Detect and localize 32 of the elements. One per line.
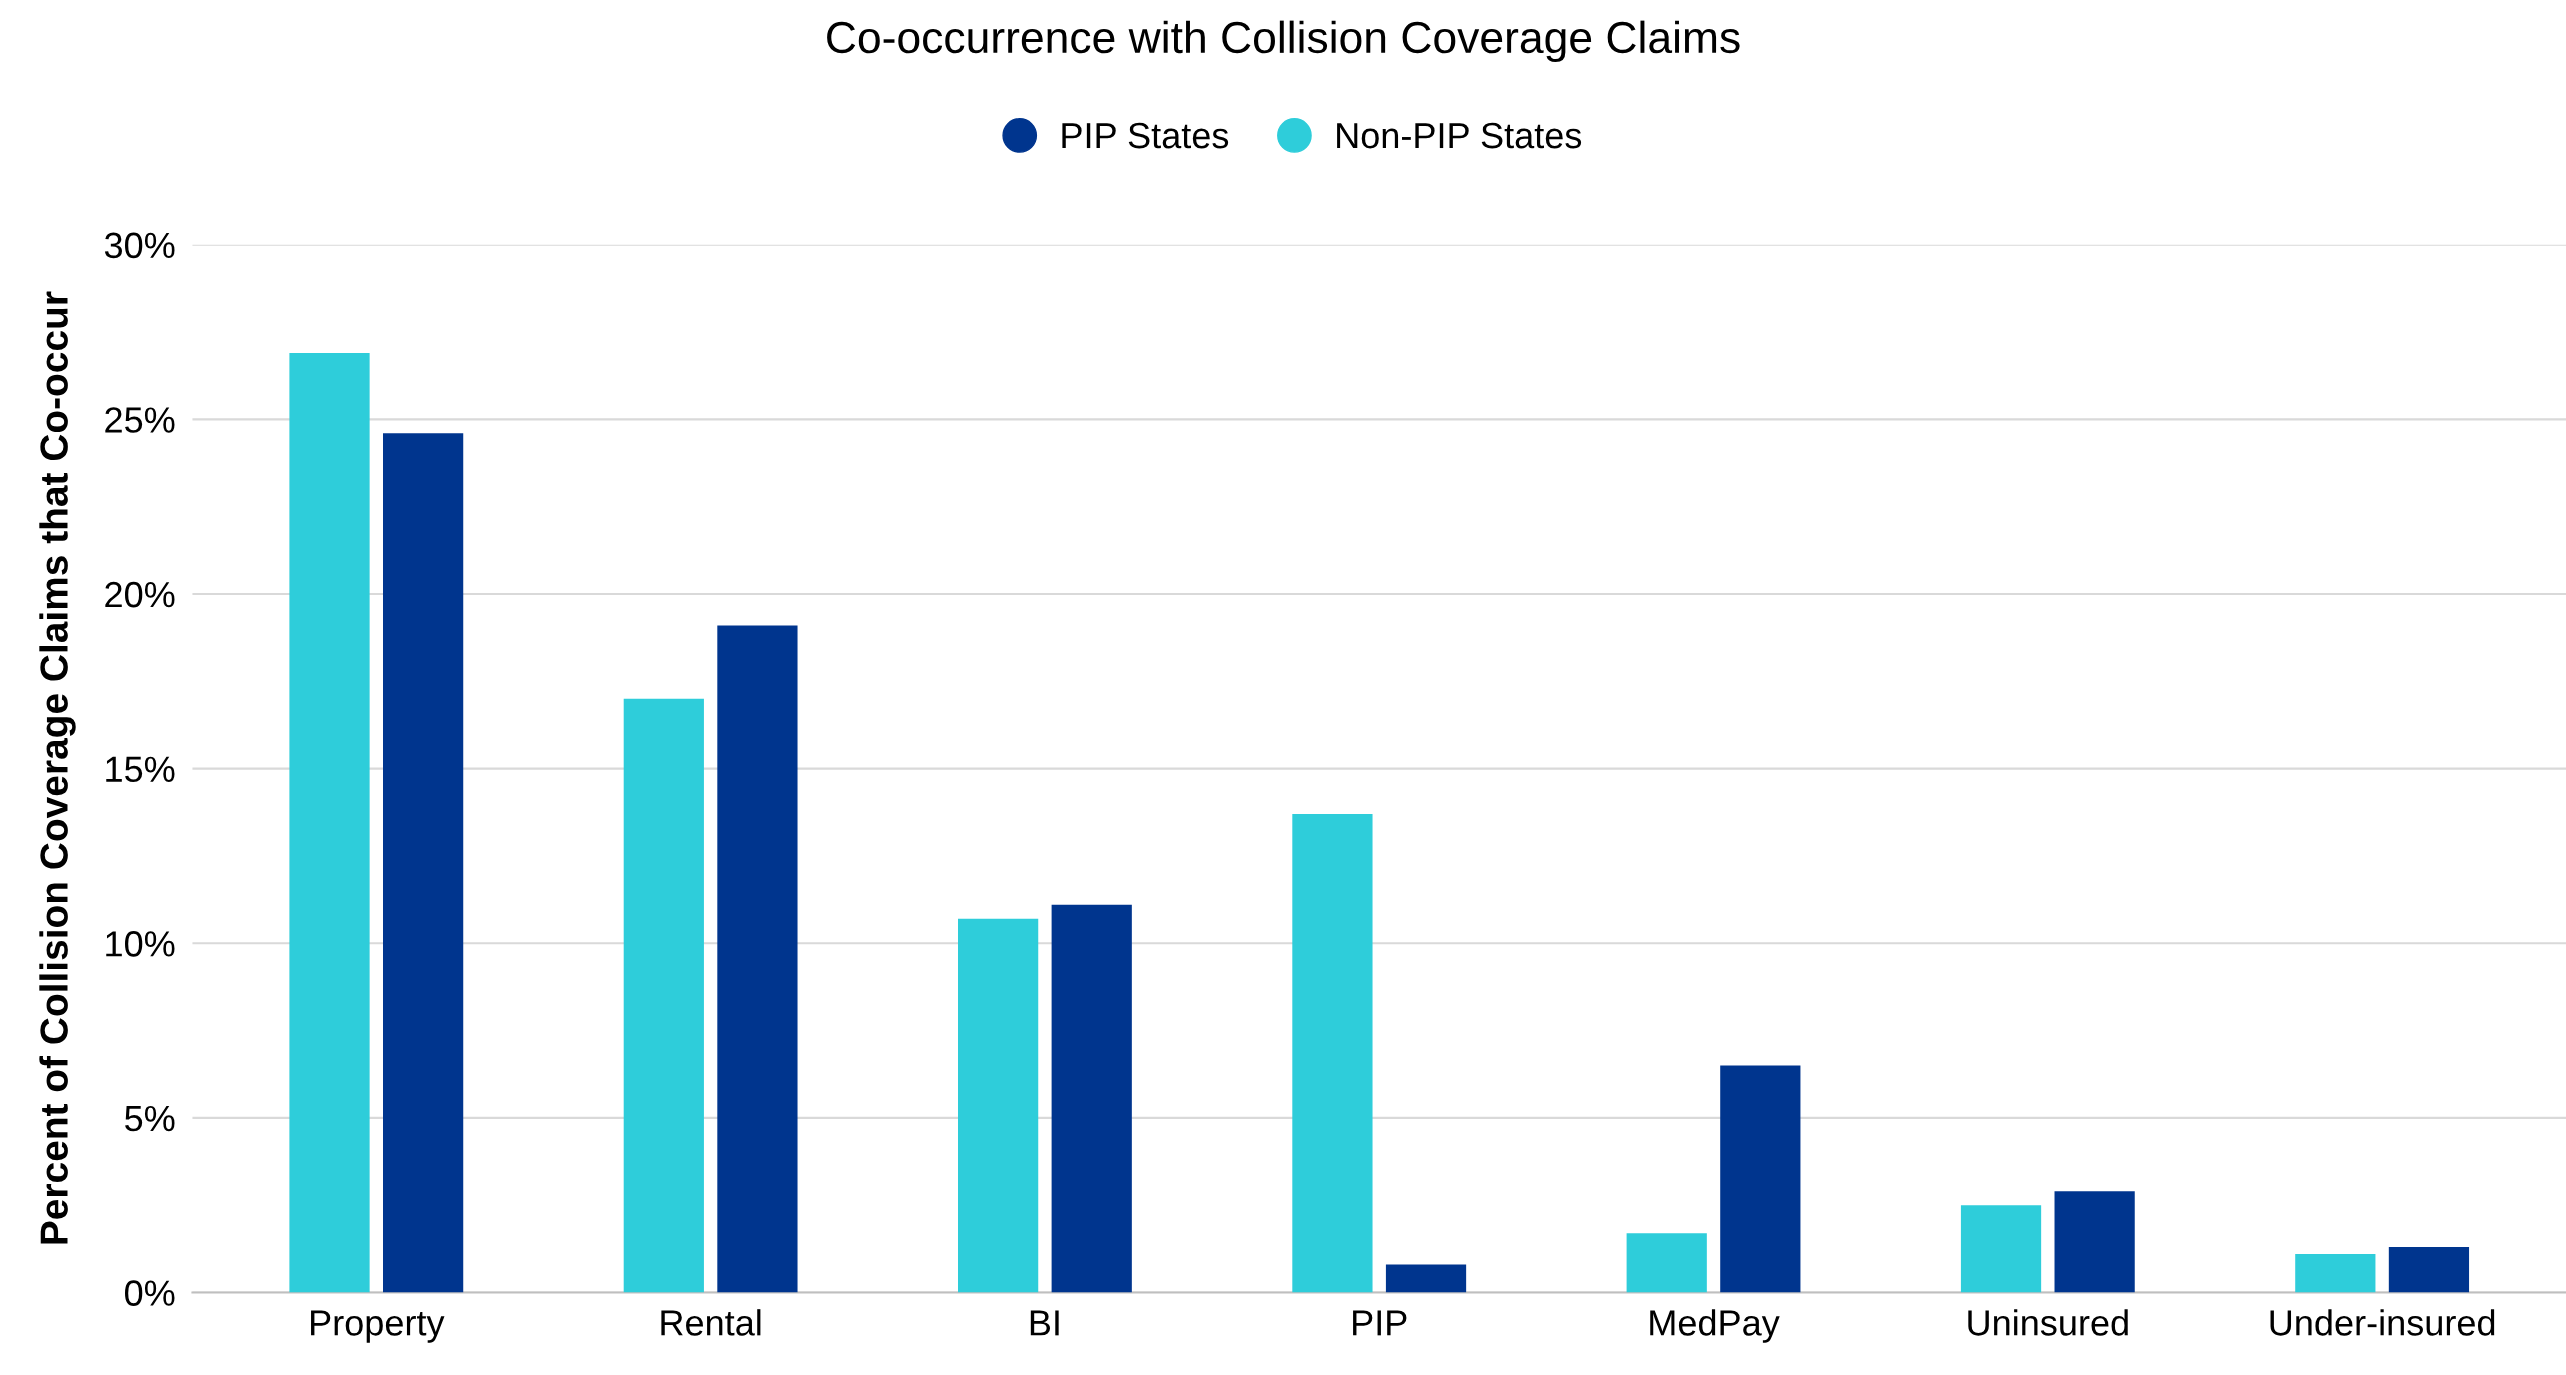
bar — [1051, 904, 1132, 1293]
y-tick-label: 20% — [105, 581, 175, 608]
bar — [289, 353, 370, 1293]
bar — [1960, 1205, 2042, 1293]
y-tick-label: 5% — [125, 1105, 175, 1132]
x-tick-label: Rental — [661, 1309, 761, 1336]
y-axis-title: Percent of Collision Coverage Claims that Co-occur — [39, 291, 76, 1244]
y-tick-label: 25% — [105, 407, 175, 433]
bar — [2388, 1247, 2470, 1293]
x-tick-label: MedPay — [1650, 1309, 1780, 1343]
chart-title: Co-occurrence with Collision Coverage Claims — [827, 20, 1740, 63]
y-tick-label: 15% — [106, 756, 175, 783]
bar — [2054, 1191, 2135, 1293]
bar — [717, 625, 798, 1293]
x-tick-label: Uninsured — [1968, 1309, 2128, 1336]
x-tick-label: BI — [1030, 1310, 1059, 1336]
y-tick-label: 0% — [125, 1280, 175, 1306]
bar — [383, 433, 464, 1293]
bar — [958, 918, 1039, 1293]
bar — [1292, 814, 1373, 1293]
y-tick-label: 30% — [104, 232, 175, 259]
bar — [1385, 1264, 1467, 1293]
legend-label: PIP States — [1062, 122, 1229, 149]
x-tick-label: PIP — [1353, 1310, 1407, 1336]
bar — [1720, 1065, 1801, 1293]
bar — [2295, 1254, 2376, 1293]
bar — [623, 698, 704, 1293]
x-tick-label: Under-insured — [2270, 1309, 2495, 1336]
bar — [1626, 1233, 1707, 1293]
legend-label: Non-PIP States — [1337, 122, 1582, 149]
x-tick-label: Property — [311, 1310, 445, 1343]
y-tick-label: 10% — [106, 931, 175, 957]
